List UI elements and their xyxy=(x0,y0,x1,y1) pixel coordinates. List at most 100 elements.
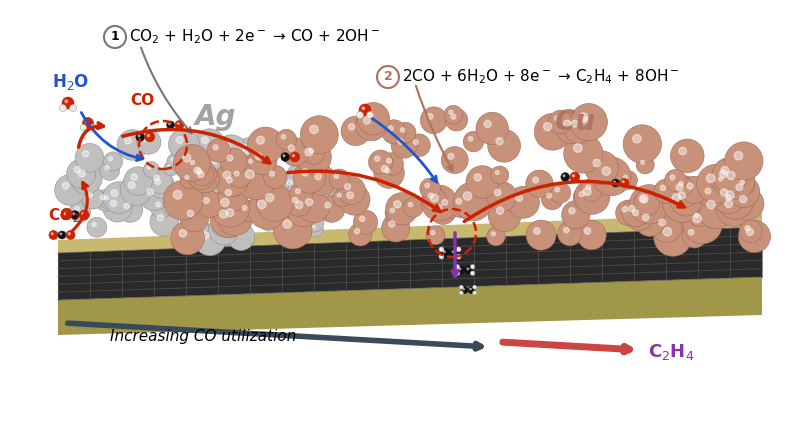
Polygon shape xyxy=(58,227,762,300)
Circle shape xyxy=(634,190,660,215)
Circle shape xyxy=(456,247,461,252)
Circle shape xyxy=(281,153,290,162)
Circle shape xyxy=(333,189,350,207)
Circle shape xyxy=(497,207,504,214)
Circle shape xyxy=(164,161,178,176)
Circle shape xyxy=(462,288,464,290)
Circle shape xyxy=(614,181,615,183)
Circle shape xyxy=(111,190,118,197)
Circle shape xyxy=(663,228,672,236)
Circle shape xyxy=(543,122,551,131)
Circle shape xyxy=(668,176,700,208)
Circle shape xyxy=(231,159,246,174)
Circle shape xyxy=(554,116,560,121)
Circle shape xyxy=(577,220,606,250)
Circle shape xyxy=(622,206,628,212)
Circle shape xyxy=(223,143,230,150)
Circle shape xyxy=(674,177,693,196)
Circle shape xyxy=(456,266,458,267)
Circle shape xyxy=(95,190,117,211)
Circle shape xyxy=(243,154,262,174)
Circle shape xyxy=(70,201,90,222)
Circle shape xyxy=(157,214,163,221)
Circle shape xyxy=(359,216,365,222)
Circle shape xyxy=(290,183,313,206)
Circle shape xyxy=(143,162,159,178)
Circle shape xyxy=(474,174,482,181)
Circle shape xyxy=(706,174,715,182)
Circle shape xyxy=(251,168,266,182)
Circle shape xyxy=(651,211,682,243)
Circle shape xyxy=(678,192,686,199)
Circle shape xyxy=(287,180,292,185)
Circle shape xyxy=(86,120,88,123)
Circle shape xyxy=(182,228,186,233)
Circle shape xyxy=(680,176,708,204)
Circle shape xyxy=(206,171,209,175)
Circle shape xyxy=(70,162,102,194)
Circle shape xyxy=(714,172,733,190)
Circle shape xyxy=(459,291,463,295)
Circle shape xyxy=(277,196,282,201)
Circle shape xyxy=(124,167,152,195)
Circle shape xyxy=(526,170,553,198)
Circle shape xyxy=(66,231,75,239)
Circle shape xyxy=(727,171,735,180)
Circle shape xyxy=(563,175,565,177)
Circle shape xyxy=(186,156,204,174)
Text: 2: 2 xyxy=(384,70,392,84)
Circle shape xyxy=(145,132,154,142)
Circle shape xyxy=(217,200,253,235)
Circle shape xyxy=(325,202,330,208)
Circle shape xyxy=(494,189,501,196)
Circle shape xyxy=(167,154,184,170)
Circle shape xyxy=(170,221,204,255)
Text: CO$_2$: CO$_2$ xyxy=(48,206,80,225)
Circle shape xyxy=(427,113,433,119)
Circle shape xyxy=(726,195,731,200)
Circle shape xyxy=(138,135,140,137)
Circle shape xyxy=(366,112,374,118)
Circle shape xyxy=(218,182,247,211)
Circle shape xyxy=(368,113,370,115)
Circle shape xyxy=(51,233,54,235)
Circle shape xyxy=(579,191,585,197)
Circle shape xyxy=(334,174,338,178)
Circle shape xyxy=(163,180,203,220)
Circle shape xyxy=(169,123,170,125)
Circle shape xyxy=(354,210,378,235)
Circle shape xyxy=(282,202,289,208)
Circle shape xyxy=(273,181,294,203)
Circle shape xyxy=(467,268,469,270)
Circle shape xyxy=(197,169,202,174)
Circle shape xyxy=(59,105,66,112)
Circle shape xyxy=(293,170,298,175)
Circle shape xyxy=(435,193,462,219)
Circle shape xyxy=(395,122,416,143)
Circle shape xyxy=(202,137,209,144)
Circle shape xyxy=(585,151,618,185)
Text: Increasing CO utilization: Increasing CO utilization xyxy=(110,329,296,344)
Circle shape xyxy=(312,225,315,229)
Circle shape xyxy=(461,287,468,294)
Circle shape xyxy=(216,225,221,231)
Circle shape xyxy=(194,167,201,174)
Circle shape xyxy=(430,194,438,202)
Circle shape xyxy=(155,179,161,185)
Circle shape xyxy=(459,268,461,270)
Circle shape xyxy=(131,174,137,180)
Circle shape xyxy=(682,223,707,248)
Text: Cu: Cu xyxy=(555,108,595,136)
Circle shape xyxy=(382,120,406,144)
Circle shape xyxy=(185,215,209,239)
Circle shape xyxy=(87,217,106,237)
Circle shape xyxy=(180,203,209,232)
Circle shape xyxy=(436,205,442,210)
Circle shape xyxy=(455,271,459,275)
Circle shape xyxy=(210,219,234,243)
Circle shape xyxy=(242,142,265,165)
Circle shape xyxy=(564,120,570,127)
Circle shape xyxy=(220,212,226,218)
Circle shape xyxy=(318,195,345,222)
Circle shape xyxy=(91,126,93,127)
